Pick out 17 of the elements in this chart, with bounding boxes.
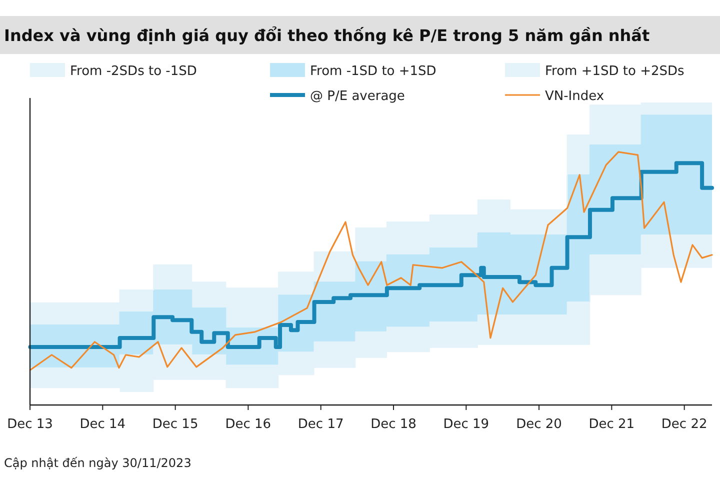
legend-label: From -1SD to +1SD bbox=[310, 64, 436, 79]
x-tick-label: Dec 19 bbox=[443, 417, 490, 432]
legend-label: @ P/E average bbox=[310, 89, 405, 104]
x-tick-label: Dec 21 bbox=[588, 417, 635, 432]
x-tick-label: Dec 18 bbox=[370, 417, 416, 432]
legend-label: From -2SDs to -1SD bbox=[70, 64, 197, 79]
x-tick-label: Dec 17 bbox=[298, 417, 344, 432]
x-tick-label: Dec 15 bbox=[152, 417, 198, 432]
legend-label: From +1SD to +2SDs bbox=[545, 64, 685, 79]
x-tick-label: Dec 22 bbox=[661, 417, 708, 432]
text: Cập nhật đến ngày 30/11/2023 bbox=[4, 456, 192, 470]
x-tick-label: Dec 16 bbox=[225, 417, 272, 432]
x-tick-label: Dec 20 bbox=[516, 417, 562, 432]
x-tick-label: Dec 14 bbox=[80, 417, 126, 432]
x-tick-label: Dec 13 bbox=[7, 417, 53, 432]
legend-label: VN-Index bbox=[545, 89, 604, 104]
chart-title: Index và vùng định giá quy đổi theo thống kê P/E trong 5 năm gần nhất bbox=[4, 26, 650, 45]
